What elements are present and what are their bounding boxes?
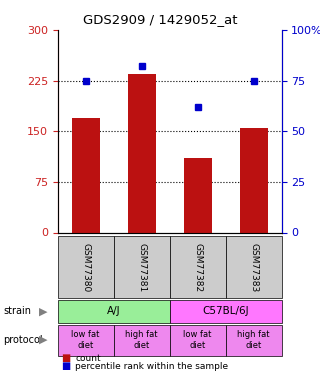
Text: percentile rank within the sample: percentile rank within the sample: [75, 362, 228, 371]
Text: GDS2909 / 1429052_at: GDS2909 / 1429052_at: [83, 13, 237, 26]
Bar: [184, 158, 212, 232]
Text: GSM77382: GSM77382: [193, 243, 202, 292]
Text: A/J: A/J: [107, 306, 120, 316]
Text: ▶: ▶: [39, 335, 47, 345]
Text: C57BL/6J: C57BL/6J: [202, 306, 249, 316]
Text: low fat
diet: low fat diet: [183, 330, 212, 350]
Bar: [72, 118, 100, 232]
Text: low fat
diet: low fat diet: [71, 330, 100, 350]
Text: strain: strain: [3, 306, 31, 316]
Text: ■: ■: [61, 353, 70, 363]
Text: high fat
diet: high fat diet: [237, 330, 270, 350]
Text: ■: ■: [61, 361, 70, 371]
Text: GSM77380: GSM77380: [81, 243, 90, 292]
Text: protocol: protocol: [3, 335, 43, 345]
Text: count: count: [75, 354, 101, 363]
Bar: [240, 128, 268, 232]
Text: GSM77383: GSM77383: [249, 243, 258, 292]
Text: high fat
diet: high fat diet: [125, 330, 158, 350]
Text: ▶: ▶: [39, 306, 47, 316]
Bar: [128, 74, 156, 232]
Text: GSM77381: GSM77381: [137, 243, 146, 292]
